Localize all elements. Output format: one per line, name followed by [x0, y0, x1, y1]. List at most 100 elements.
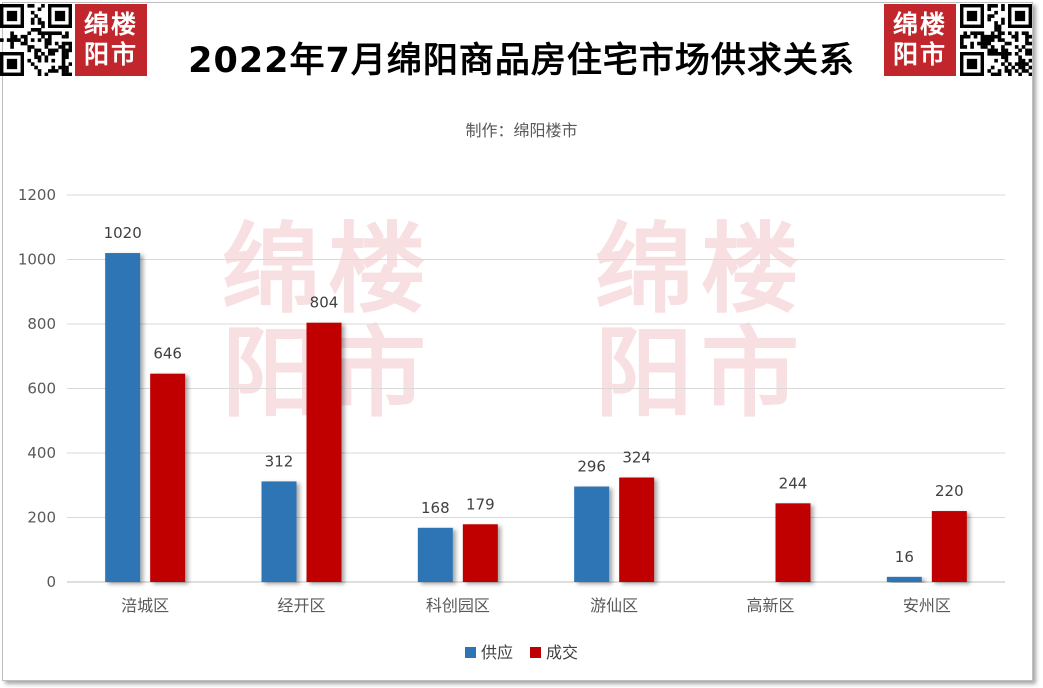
qr-module [980, 31, 985, 36]
qr-module [987, 38, 992, 42]
qr-module [973, 31, 978, 36]
qr-module [984, 38, 988, 42]
qr-module [34, 48, 38, 53]
qr-module [44, 41, 49, 46]
qr-module [1001, 4, 1005, 8]
qr-module [1001, 48, 1005, 53]
qr-module [966, 34, 971, 39]
qr-module [37, 28, 42, 32]
qr-module [51, 52, 56, 56]
y-tick-label: 400 [27, 444, 56, 462]
qr-module [37, 55, 42, 60]
y-tick-label: 0 [46, 573, 56, 591]
qr-module [1018, 58, 1022, 63]
qr-module [30, 10, 35, 15]
logo-line-2: 阳市 [892, 40, 947, 69]
qr-module [37, 21, 42, 25]
qr-module [1028, 58, 1032, 63]
watermark-line-2: 阳市 [595, 316, 808, 431]
qr-module [34, 14, 38, 18]
bar-deal [462, 524, 498, 582]
qr-module [1014, 34, 1019, 39]
qr-module [44, 45, 49, 49]
legend-swatch-supply [464, 647, 476, 658]
qr-module [980, 41, 985, 46]
data-label: 244 [779, 474, 808, 492]
qr-module [37, 58, 42, 63]
qr-module [990, 65, 995, 70]
qr-module [10, 34, 14, 39]
qr-module [994, 4, 998, 8]
qr-module [997, 31, 1002, 36]
data-label: 220 [935, 482, 964, 500]
qr-module [54, 69, 59, 73]
qr-module [1018, 48, 1022, 53]
qr-module [65, 31, 69, 36]
qr-module [48, 69, 52, 73]
qr-module [41, 52, 45, 56]
qr-module [65, 55, 69, 60]
qr-module [1028, 41, 1032, 46]
y-tick-label: 1200 [18, 186, 56, 204]
qr-finder-core [966, 10, 978, 22]
qr-module [970, 41, 974, 46]
qr-module [41, 24, 45, 29]
qr-module [990, 31, 995, 36]
qr-code-right-icon [960, 4, 1032, 76]
qr-module [61, 34, 66, 39]
qr-module [1014, 38, 1019, 42]
qr-module [68, 62, 72, 66]
qr-module [990, 14, 995, 18]
qr-module [30, 38, 35, 42]
qr-module [997, 24, 1002, 29]
y-tick-label: 1000 [18, 251, 56, 269]
qr-module [990, 72, 995, 76]
watermark-left: 绵楼 阳市 [222, 218, 434, 426]
qr-module [37, 31, 42, 36]
qr-finder-core [1014, 10, 1026, 22]
qr-module [1025, 38, 1029, 42]
qr-module [987, 41, 992, 46]
qr-module [34, 28, 38, 32]
qr-module [1018, 72, 1022, 76]
qr-module [1001, 55, 1005, 60]
qr-module [65, 72, 69, 76]
qr-module [65, 34, 69, 39]
qr-module [1018, 62, 1022, 66]
qr-finder-core [6, 58, 18, 70]
logo-line-1: 绵楼 [83, 10, 138, 39]
qr-module [994, 48, 998, 53]
qr-module [27, 48, 32, 53]
qr-module [1021, 45, 1026, 49]
qr-module [1028, 65, 1032, 70]
qr-module [30, 45, 35, 49]
qr-module [1004, 41, 1009, 46]
qr-module [997, 69, 1002, 73]
qr-module [58, 65, 62, 70]
qr-module [994, 72, 998, 76]
qr-module [1011, 65, 1016, 70]
qr-finder-core [6, 10, 18, 22]
qr-module [61, 72, 66, 76]
qr-module [1001, 7, 1005, 12]
qr-module [10, 31, 14, 36]
bar-deal [775, 503, 811, 582]
page-title: 2022年7月绵阳商品房住宅市场供求关系 [188, 41, 855, 81]
qr-module [1004, 48, 1009, 53]
qr-module [1011, 34, 1016, 39]
qr-module [1008, 41, 1012, 46]
qr-module [37, 69, 42, 73]
bar-supply [574, 486, 610, 582]
qr-module [61, 62, 66, 66]
qr-module [65, 69, 69, 73]
qr-module [1025, 62, 1029, 66]
qr-module [1004, 69, 1009, 73]
qr-module [61, 48, 66, 53]
qr-module [0, 38, 4, 42]
qr-module [994, 21, 998, 25]
brand-logo-right: 绵楼 阳市 [884, 4, 956, 76]
qr-module [20, 34, 25, 39]
x-tick-label: 科创园区 [426, 596, 490, 615]
qr-module [990, 45, 995, 49]
